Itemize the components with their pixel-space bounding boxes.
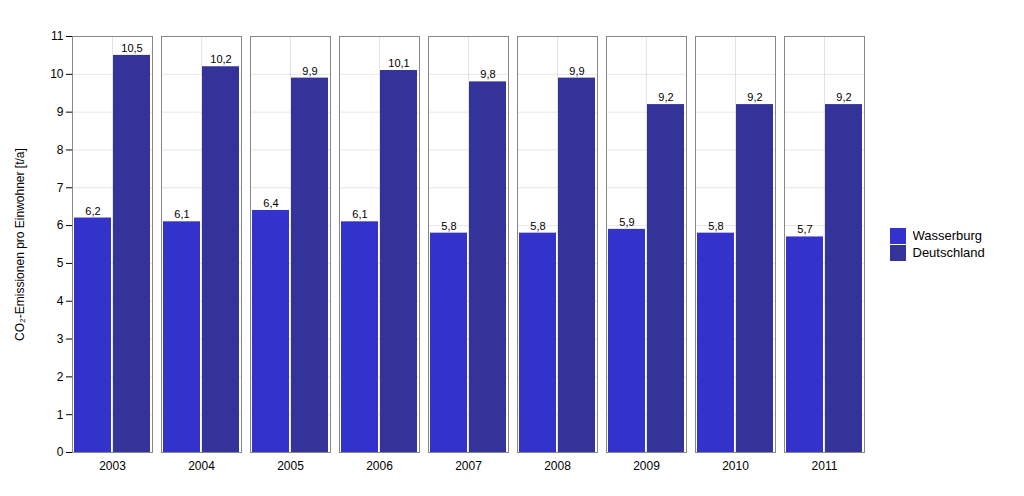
svg-text:2008: 2008 <box>544 459 571 473</box>
html-text:Deutschland: Deutschland <box>912 245 985 261</box>
svg-text:5,9: 5,9 <box>619 216 634 228</box>
svg-text:5,7: 5,7 <box>797 223 812 235</box>
svg-text:5: 5 <box>57 256 64 270</box>
svg-text:11: 11 <box>51 29 64 43</box>
svg-text:9,2: 9,2 <box>747 91 762 103</box>
svg-text:7: 7 <box>57 181 64 195</box>
svg-text:9,8: 9,8 <box>480 68 495 80</box>
svg-text:9: 9 <box>57 105 64 119</box>
svg-text:6: 6 <box>57 218 64 232</box>
svg-text:9,2: 9,2 <box>658 91 673 103</box>
svg-text:5,8: 5,8 <box>530 220 545 232</box>
svg-text:5,8: 5,8 <box>708 220 723 232</box>
svg-text:2006: 2006 <box>366 459 393 473</box>
svg-text:6,1: 6,1 <box>174 208 189 220</box>
svg-text:5,8: 5,8 <box>441 220 456 232</box>
svg-text:9,9: 9,9 <box>302 65 317 77</box>
svg-text:10,2: 10,2 <box>210 53 231 65</box>
svg-text:1: 1 <box>57 408 64 422</box>
svg-text:2007: 2007 <box>455 459 482 473</box>
svg-text:0: 0 <box>57 445 64 459</box>
svg-text:2010: 2010 <box>722 459 749 473</box>
svg-text:9,9: 9,9 <box>569 65 584 77</box>
svg-text:2: 2 <box>57 370 64 384</box>
svg-text:CO₂-Emissionen pro Einwohner [: CO₂-Emissionen pro Einwohner [t/a] <box>13 148 27 341</box>
svg-text:9,2: 9,2 <box>836 91 851 103</box>
svg-text:6,2: 6,2 <box>85 205 100 217</box>
svg-text:6,4: 6,4 <box>263 197 278 209</box>
html-text:Wasserburg: Wasserburg <box>912 228 983 244</box>
svg-text:4: 4 <box>57 294 64 308</box>
svg-text:3: 3 <box>57 332 64 346</box>
svg-text:10,1: 10,1 <box>388 57 409 69</box>
svg-text:8: 8 <box>57 143 64 157</box>
svg-text:2009: 2009 <box>633 459 660 473</box>
svg-text:6,1: 6,1 <box>352 208 367 220</box>
svg-text:2005: 2005 <box>277 459 304 473</box>
svg-text:2003: 2003 <box>99 459 126 473</box>
svg-text:10: 10 <box>50 67 64 81</box>
svg-text:10,5: 10,5 <box>121 42 142 54</box>
svg-text:2004: 2004 <box>188 459 215 473</box>
svg-text:2011: 2011 <box>812 459 838 473</box>
